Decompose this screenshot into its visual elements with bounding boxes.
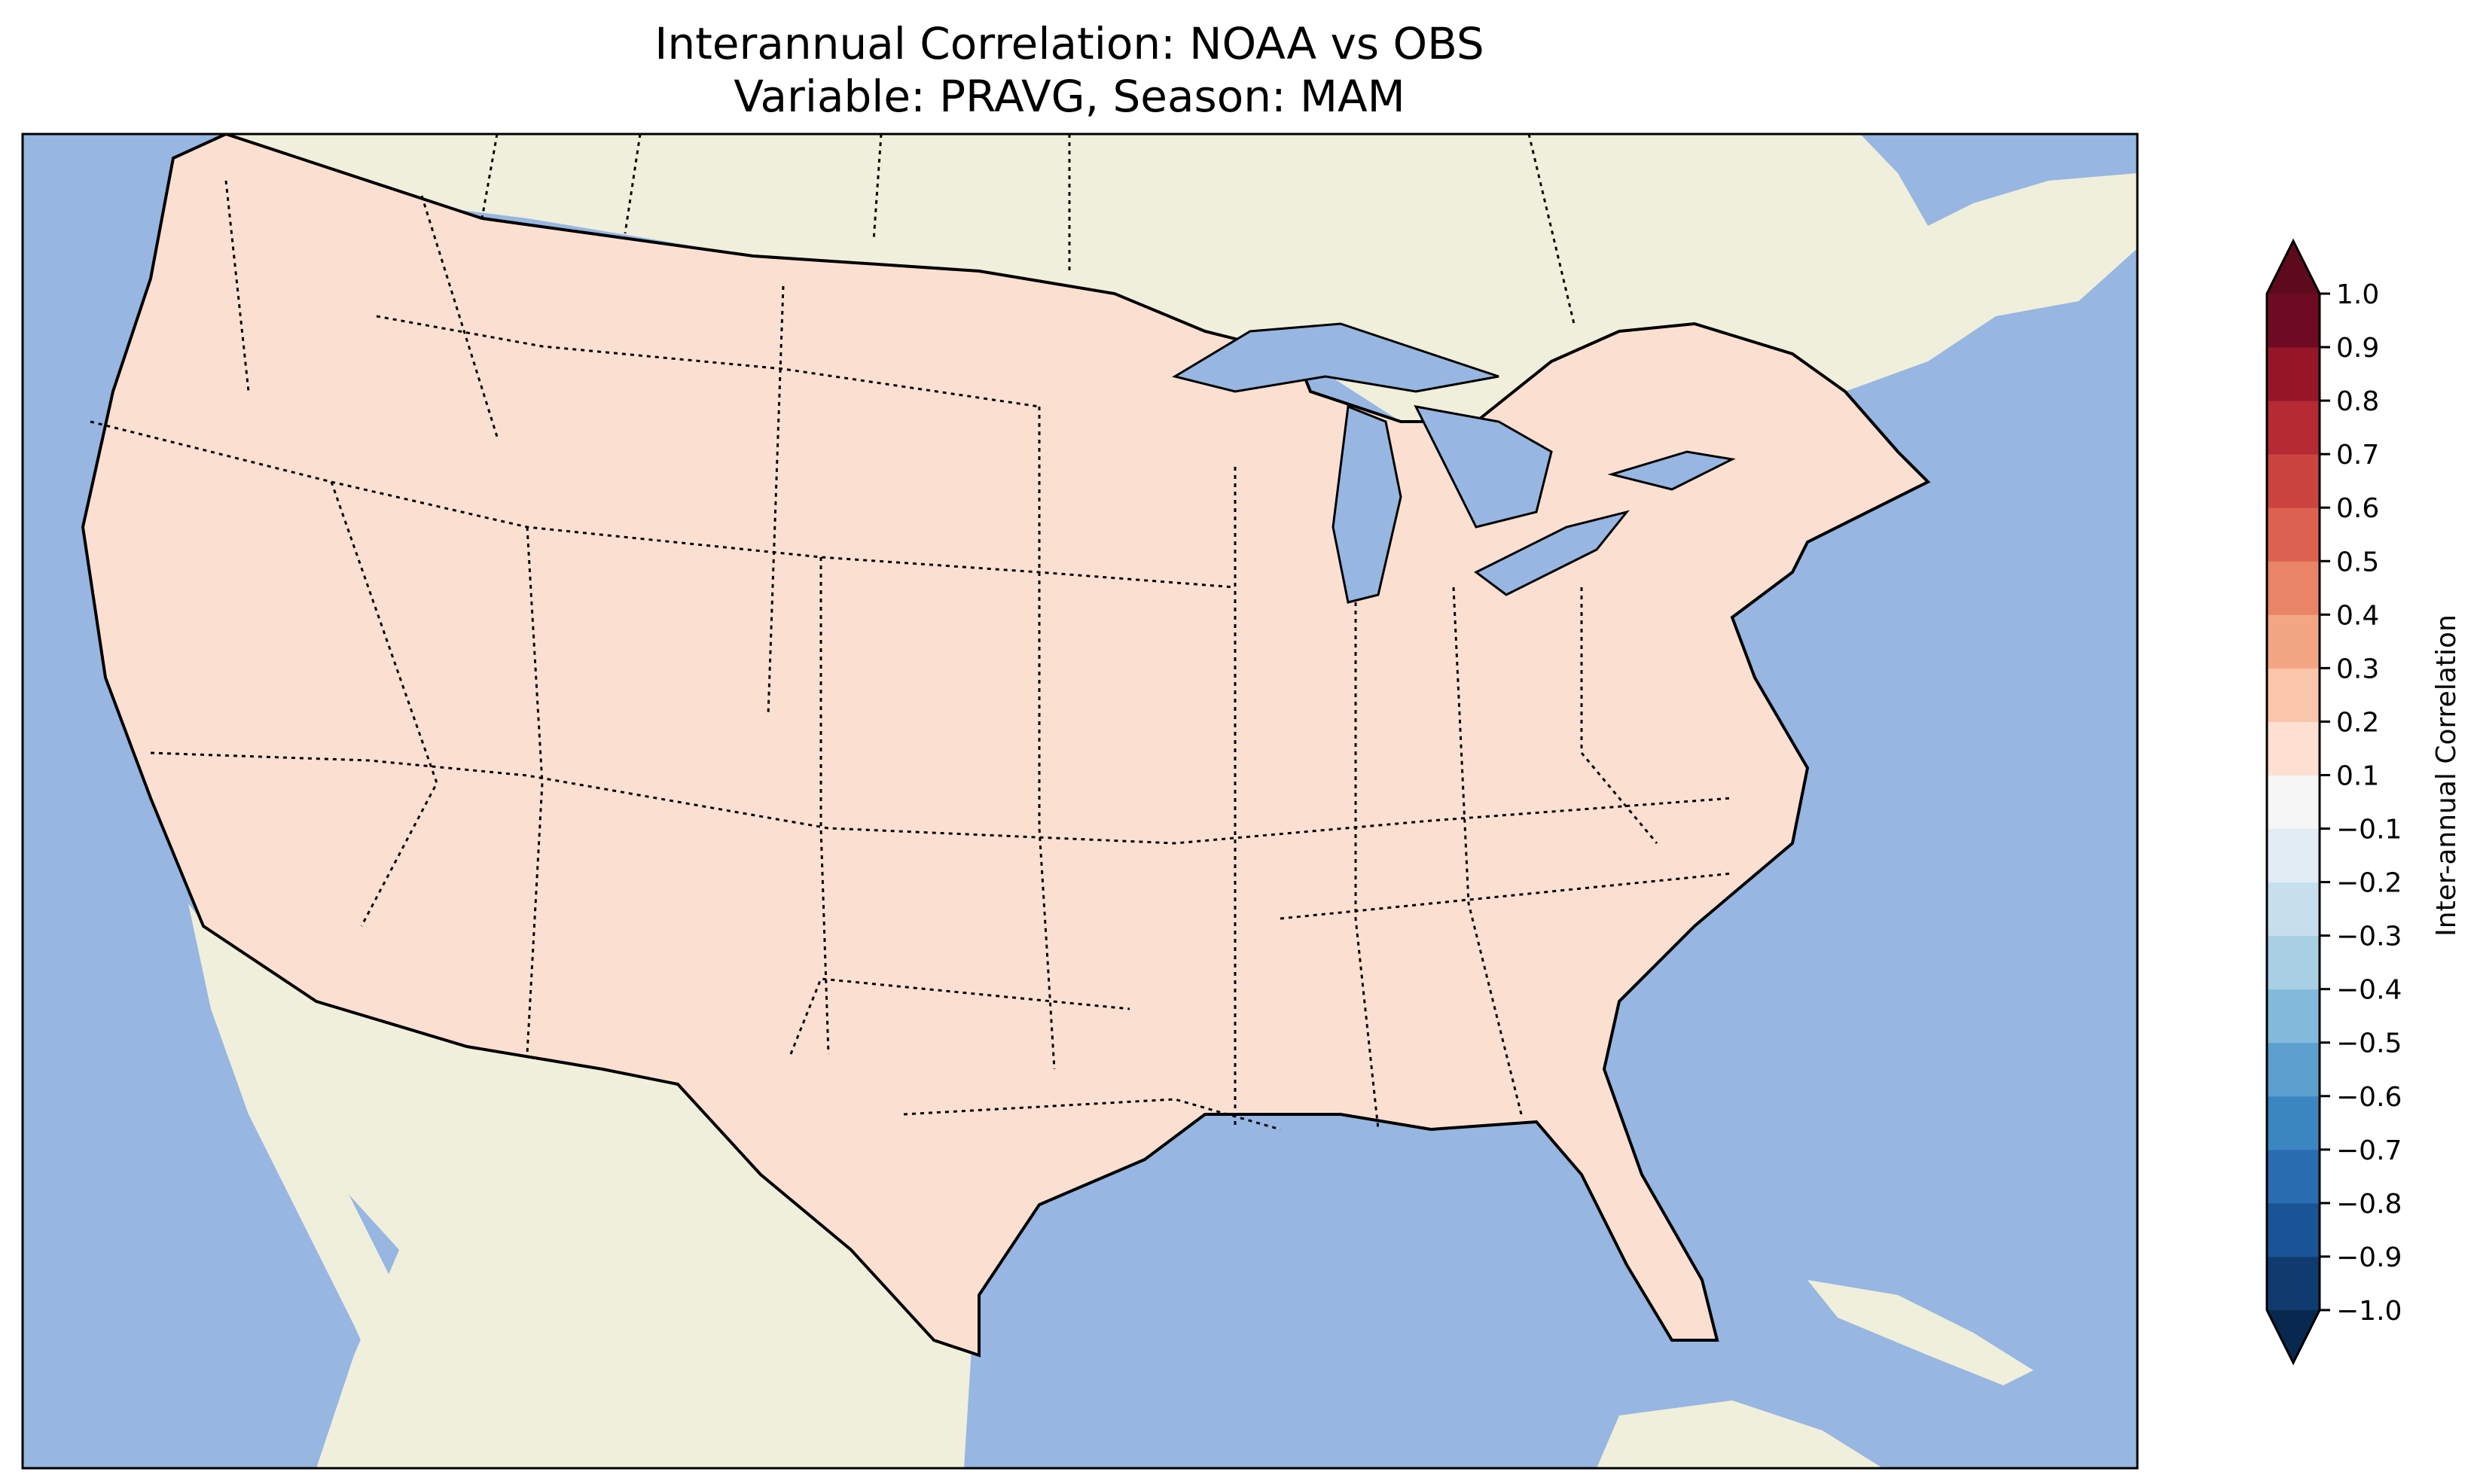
cuba-land [1807,1280,2033,1385]
yucatan-land [1597,1400,1883,1468]
colorbar-tick-label: 0.6 [2336,493,2379,524]
colorbar-bin [2267,454,2320,508]
colorbar-tick-label: 0.2 [2336,707,2379,738]
colorbar-bin [2267,935,2320,990]
colorbar-tick-label: −0.6 [2336,1082,2402,1113]
lake-ontario [1607,450,1736,491]
colorbar-extend-high [2267,241,2320,294]
title-line-2: Variable: PRAVG, Season: MAM [734,71,1405,122]
great-lakes [1172,322,1736,604]
lake-huron [1414,404,1553,529]
colorbar-bin [2267,668,2320,722]
colorbar-bin [2267,989,2320,1044]
colorbar-bin [2267,1202,2320,1257]
lake-superior [1172,322,1499,393]
colorbar-tick-label: −0.2 [2336,868,2402,899]
colorbar: −1.0 −0.9 −0.8 −0.7 −0.6 −0.5 −0.4 −0.3 −0.2 −0.1… [2265,238,2402,1366]
map-frame [21,133,2139,1470]
colorbar-bin [2267,561,2320,615]
title-line-1: Interannual Correlation: NOAA vs OBS [654,18,1484,69]
colorbar-tick-label: −0.8 [2336,1189,2402,1220]
lake-erie [1474,510,1630,596]
colorbar-bin [2267,1095,2320,1150]
colorbar-bin [2267,1042,2320,1097]
colorbar-bin [2267,1149,2320,1204]
colorbar-bin [2267,614,2320,669]
colorbar-tick-label: −0.4 [2336,975,2402,1006]
colorbar-tick-label: −0.9 [2336,1242,2402,1273]
colorbar-bin [2267,507,2320,562]
colorbar-tick-label: −0.3 [2336,922,2402,952]
colorbar-tick-label: −0.1 [2336,815,2402,846]
lake-michigan [1332,404,1402,604]
colorbar-tick-label: 0.1 [2336,760,2379,791]
colorbar-tick-label: 0.8 [2336,386,2379,417]
colorbar-tick-label: 0.7 [2336,440,2379,471]
colorbar-bin [2267,294,2320,348]
colorbar-tick-label: −0.7 [2336,1135,2402,1166]
colorbar-tick-label: 0.9 [2336,333,2379,364]
colorbar-bin [2267,347,2320,401]
map-panel [23,134,2137,1468]
colorbar-bin [2267,828,2320,883]
canada-borders [480,134,1576,325]
colorbar-tick-label: 0.4 [2336,600,2379,631]
colorbar-label: Inter-annual Correlation [2431,614,2462,937]
colorbar-bin [2267,882,2320,937]
colorbar-bin [2267,401,2320,455]
colorbar-bin [2267,1256,2320,1311]
colorbar-tick-label: −0.5 [2336,1028,2402,1059]
colorbar-bin [2267,721,2320,776]
state-borders [90,180,1733,1131]
colorbar-tick-label: 0.5 [2336,547,2379,577]
colorbar-tick-label: 0.3 [2336,654,2379,684]
canada-land [218,134,2137,422]
colorbar-bin [2267,775,2320,830]
baja-land [188,904,422,1408]
colorbar-tick-label: 1.0 [2336,279,2379,310]
correlation-field [81,134,1929,1357]
colorbar-extend-low [2267,1310,2320,1363]
colorbar-tick-label: −1.0 [2336,1296,2402,1327]
